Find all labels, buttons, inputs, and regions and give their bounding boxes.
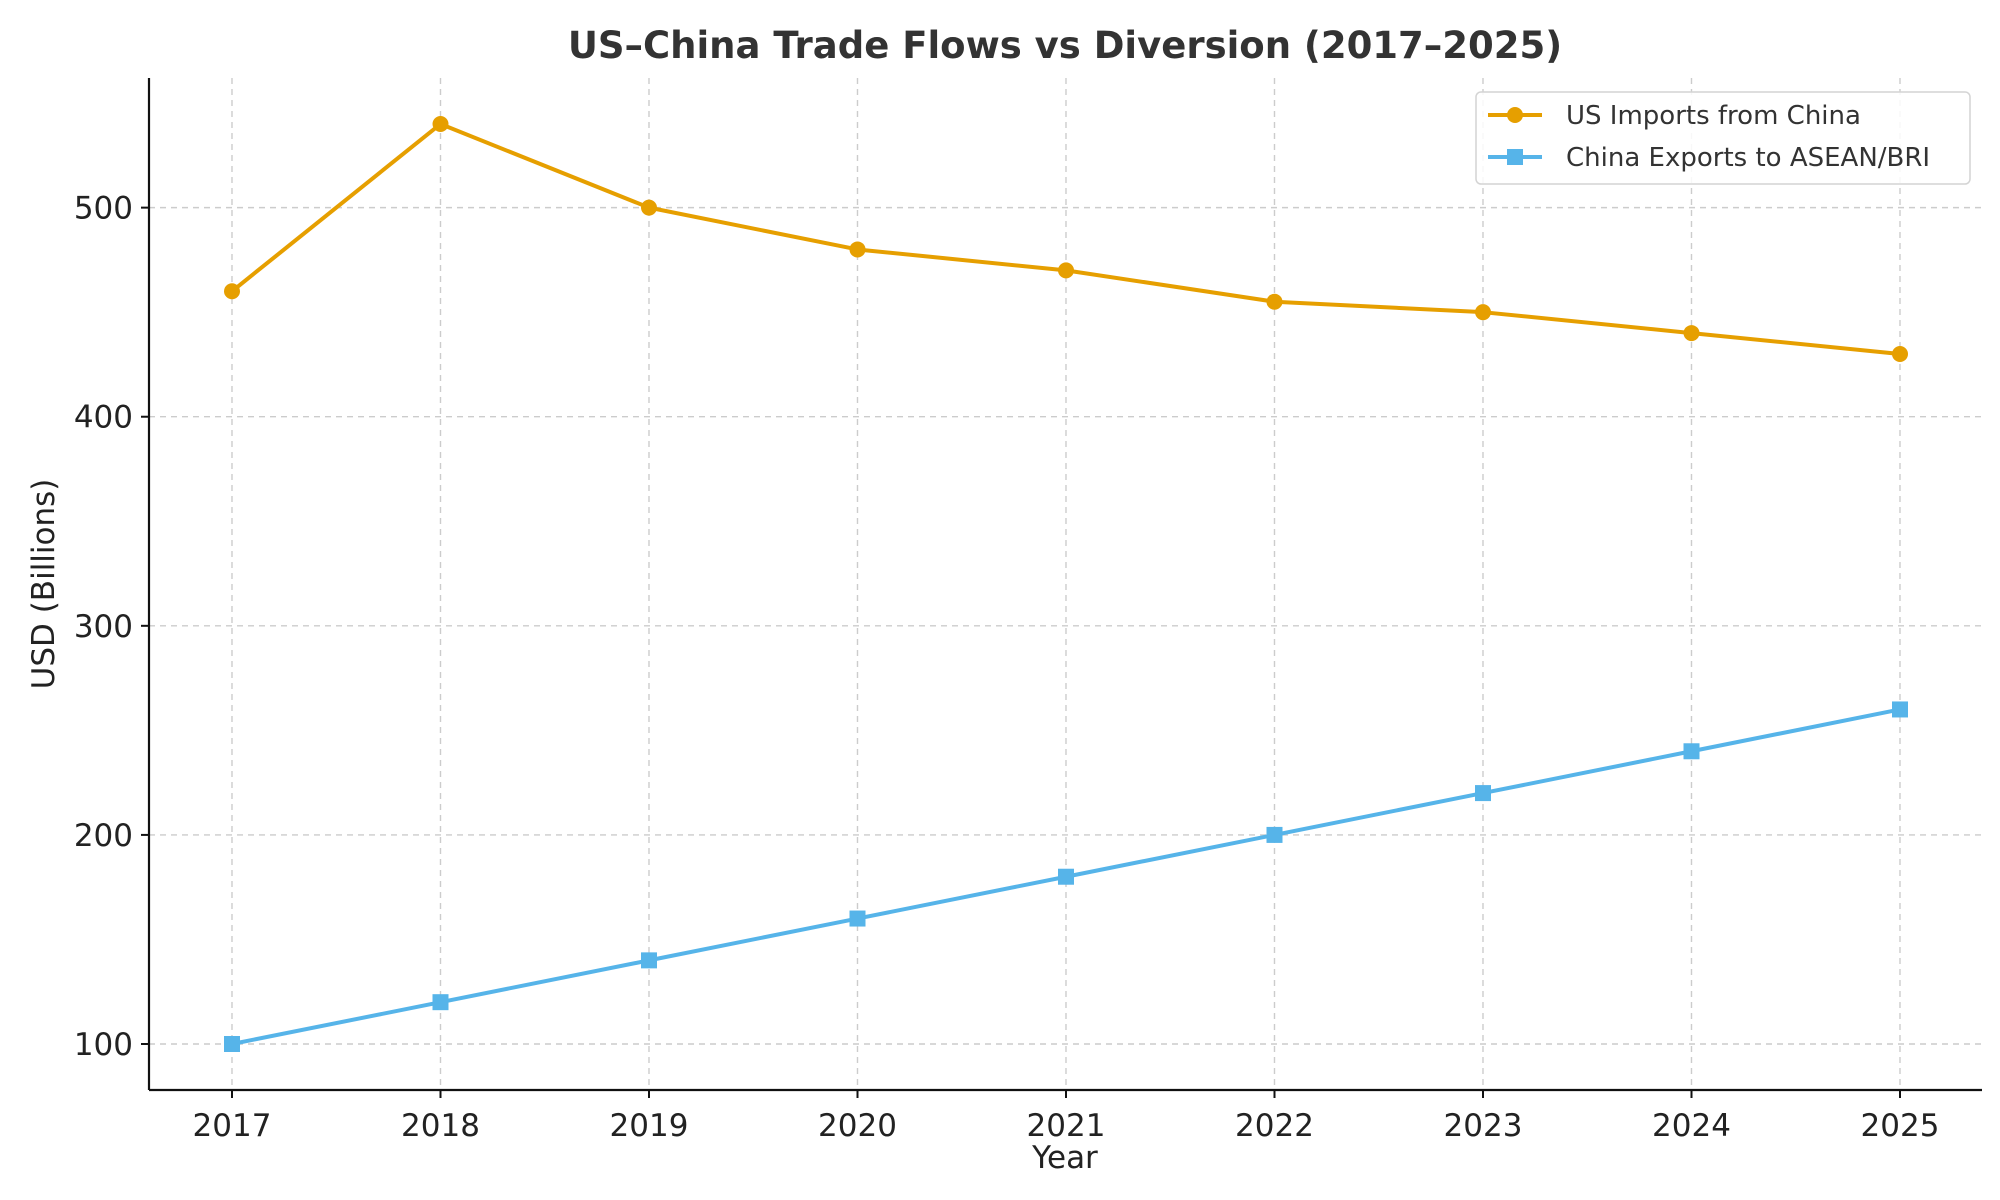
x-tick-label: 2024 [1652, 1108, 1731, 1144]
legend-label-china-exports: China Exports to ASEAN/BRI [1566, 143, 1930, 173]
legend-frame [1475, 91, 1971, 185]
x-tick-label: 2018 [401, 1108, 480, 1144]
legend-circle-marker-icon [1507, 107, 1523, 123]
data-point-circle [1683, 325, 1700, 342]
x-axis-label: Year [1031, 1140, 1098, 1176]
data-point-circle [432, 116, 449, 132]
y-axis-label: USD (Billions) [26, 479, 62, 690]
y-tick-label: 200 [74, 818, 133, 854]
x-tick-label: 2023 [1444, 1108, 1523, 1144]
data-point-circle [1475, 304, 1491, 321]
data-point-square [432, 994, 449, 1011]
gridlines [149, 78, 1982, 1090]
legend-label-us-imports: US Imports from China [1566, 101, 1861, 131]
legend-entry-china-exports: China Exports to ASEAN/BRI [1488, 143, 1930, 173]
y-tick-label: 300 [74, 609, 133, 645]
data-point-square [224, 1036, 240, 1052]
y-tick-label: 100 [74, 1027, 133, 1063]
data-point-square [1058, 868, 1074, 885]
x-tick-label: 2020 [818, 1108, 897, 1144]
data-point-square [641, 952, 657, 969]
legend-entry-us-imports: US Imports from China [1488, 101, 1861, 131]
x-tick-label: 2019 [610, 1108, 689, 1144]
x-tick-label: 2017 [193, 1108, 272, 1144]
chart-title: US–China Trade Flows vs Diversion (2017–… [568, 24, 1562, 67]
data-point-circle [224, 283, 240, 300]
data-point-square [1892, 701, 1908, 718]
x-tick-label: 2025 [1861, 1108, 1940, 1144]
data-point-circle [1266, 293, 1283, 310]
x-tick-label: 2022 [1235, 1108, 1314, 1144]
legend: US Imports from China China Exports to A… [1475, 91, 1971, 185]
legend-square-marker-icon [1507, 149, 1523, 165]
data-point-circle [849, 241, 866, 258]
series [224, 116, 1908, 1052]
y-tick-label: 500 [74, 191, 133, 227]
ticks: 2017 2018 2019 2020 2021 2022 2023 2024 2025 100 2… [74, 191, 1940, 1144]
data-point-circle [641, 199, 657, 216]
data-point-square [849, 910, 866, 927]
data-point-circle [1058, 262, 1074, 279]
series-1 [224, 701, 1908, 1052]
data-point-square [1683, 743, 1700, 760]
data-point-circle [1892, 346, 1908, 362]
data-point-square [1266, 826, 1283, 843]
data-point-square [1475, 785, 1491, 802]
y-tick-label: 400 [74, 400, 133, 436]
series-0 [224, 116, 1908, 362]
x-tick-label: 2021 [1027, 1108, 1106, 1144]
